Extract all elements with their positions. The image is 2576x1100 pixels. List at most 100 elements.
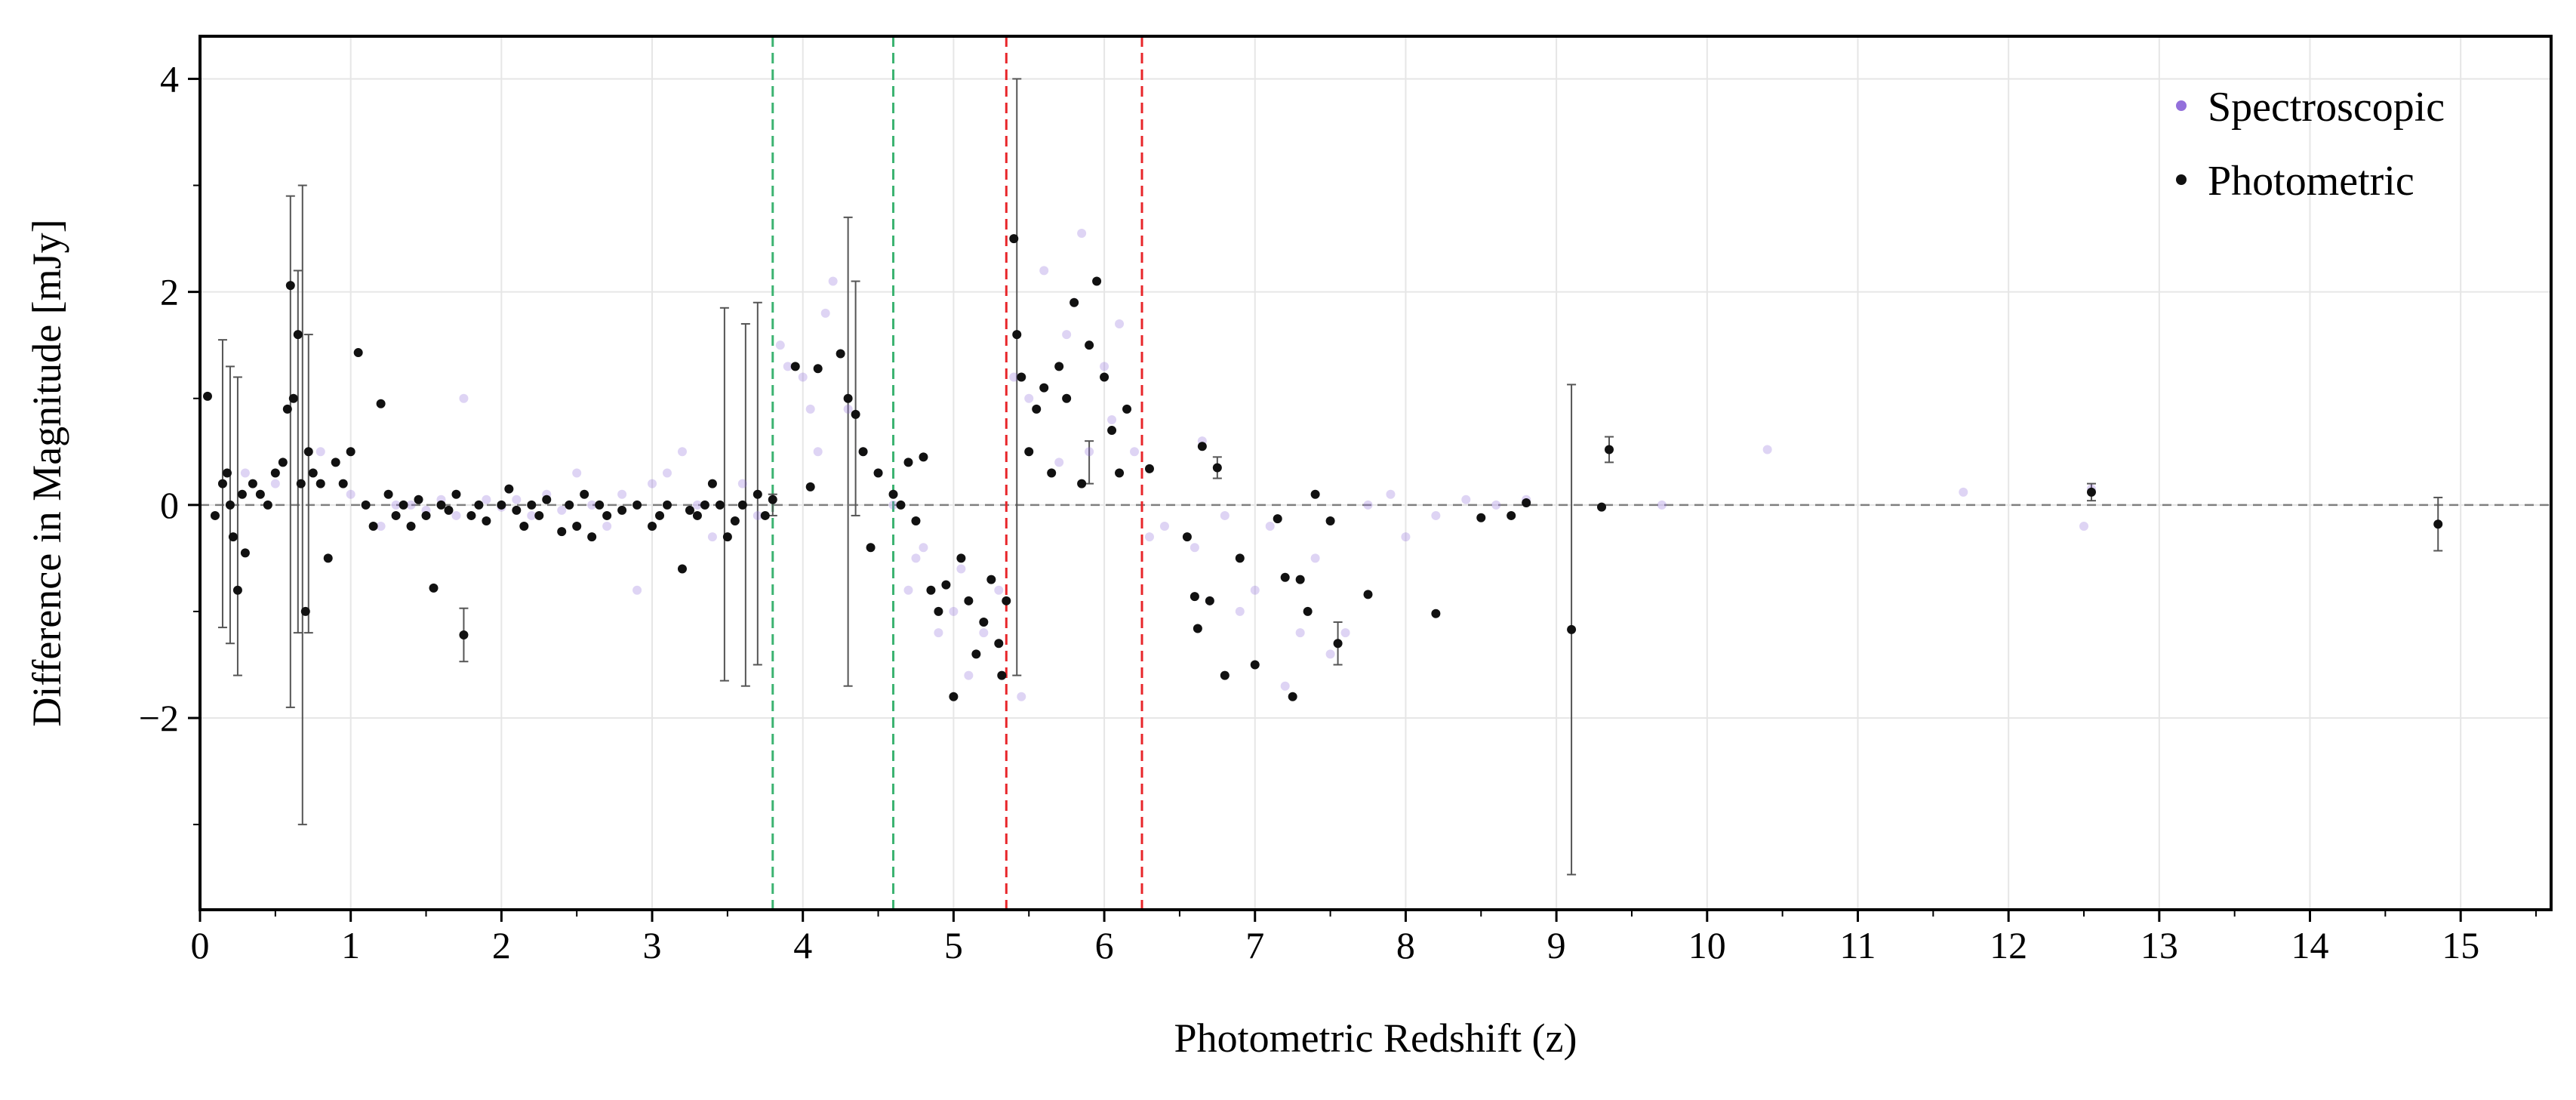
photometric-point xyxy=(903,458,913,467)
photometric-point xyxy=(1507,510,1516,520)
photometric-point xyxy=(406,522,416,532)
spectroscopic-point xyxy=(1431,510,1441,520)
photometric-point xyxy=(368,522,378,532)
photometric-point xyxy=(323,553,333,563)
photometric-point xyxy=(497,500,506,510)
spectroscopic-point xyxy=(813,447,823,457)
photometric-point xyxy=(843,393,853,403)
y-tick-label: 2 xyxy=(160,271,179,313)
legend-marker-photometric xyxy=(2176,174,2187,185)
photometric-point xyxy=(858,447,868,457)
spectroscopic-point xyxy=(911,553,921,563)
photometric-point xyxy=(866,543,876,553)
photometric-point xyxy=(308,468,318,478)
photometric-point xyxy=(217,479,227,488)
photometric-point xyxy=(248,479,257,488)
spectroscopic-point xyxy=(1250,585,1260,595)
photometric-point xyxy=(1012,330,1022,340)
photometric-point xyxy=(700,500,709,510)
spectroscopic-point xyxy=(632,585,642,595)
photometric-point xyxy=(278,458,288,467)
photometric-point xyxy=(768,495,777,504)
photometric-point xyxy=(1325,516,1335,525)
x-tick-label: 14 xyxy=(2291,924,2329,966)
spectroscopic-point xyxy=(240,468,250,478)
photometric-point xyxy=(1205,596,1214,605)
photometric-point xyxy=(534,510,544,520)
photometric-point xyxy=(459,630,469,639)
photometric-point xyxy=(934,606,943,616)
y-tick-label: 4 xyxy=(160,57,179,100)
spectroscopic-point xyxy=(1077,229,1087,239)
spectroscopic-point xyxy=(1054,458,1064,467)
photometric-point xyxy=(888,489,898,499)
photometric-point xyxy=(436,500,446,510)
spectroscopic-point xyxy=(346,489,355,499)
photometric-point xyxy=(346,447,355,457)
photometric-point xyxy=(1115,468,1125,478)
photometric-point xyxy=(595,500,605,510)
photometric-point xyxy=(1069,297,1079,307)
spectroscopic-point xyxy=(677,447,687,457)
photometric-point xyxy=(383,489,393,499)
photometric-point xyxy=(1182,532,1192,542)
spectroscopic-point xyxy=(843,404,853,414)
photometric-point xyxy=(979,618,989,627)
photometric-point xyxy=(466,510,476,520)
spectroscopic-point xyxy=(964,670,974,680)
photometric-point xyxy=(1100,372,1109,382)
x-tick-label: 12 xyxy=(1990,924,2027,966)
spectroscopic-point xyxy=(1235,606,1245,616)
spectroscopic-point xyxy=(663,468,672,478)
photometric-point xyxy=(572,522,582,532)
photometric-point xyxy=(1190,592,1199,602)
photometric-point xyxy=(1107,426,1117,436)
spectroscopic-point xyxy=(648,479,657,488)
photometric-point xyxy=(949,692,959,701)
reference-lines xyxy=(200,36,2551,910)
photometric-point xyxy=(971,649,981,659)
photometric-point xyxy=(444,505,454,515)
spectroscopic-point xyxy=(919,543,928,553)
spectroscopic-point xyxy=(1159,522,1169,532)
photometric-point xyxy=(512,505,522,515)
photometric-point xyxy=(1288,692,1297,701)
photometric-point xyxy=(851,409,860,419)
photometric-point xyxy=(225,500,235,510)
photometric-point xyxy=(288,393,298,403)
photometric-point xyxy=(722,532,732,542)
photometric-point xyxy=(421,510,431,520)
photometric-point xyxy=(1017,372,1026,382)
y-tick-label: −2 xyxy=(139,697,179,739)
spectroscopic-point xyxy=(805,404,815,414)
photometric-point xyxy=(602,510,612,520)
spectroscopic-point xyxy=(376,522,386,532)
photometric-point xyxy=(752,489,762,499)
photometric-point xyxy=(474,500,484,510)
photometric-point xyxy=(632,500,642,510)
photometric-point xyxy=(994,639,1004,649)
photometric-point xyxy=(315,479,325,488)
spectroscopic-point xyxy=(1340,628,1350,638)
x-tick-label: 11 xyxy=(1839,924,1876,966)
spectroscopic-point xyxy=(459,393,469,403)
spectroscopic-point xyxy=(979,628,989,638)
photometric-point xyxy=(836,349,845,359)
spectroscopic-point xyxy=(617,489,627,499)
x-tick-label: 9 xyxy=(1547,924,1566,966)
spectroscopic-point xyxy=(391,500,401,510)
photometric-point xyxy=(648,522,657,532)
spectroscopic-point xyxy=(888,500,898,510)
spectroscopic-point xyxy=(903,585,913,595)
photometric-point xyxy=(1303,606,1313,616)
photometric-point xyxy=(331,458,340,467)
photometric-point xyxy=(202,391,212,401)
legend-label-spectroscopic: Spectroscopic xyxy=(2208,84,2445,131)
photometric-point xyxy=(1077,479,1087,488)
spectroscopic-point xyxy=(1115,319,1125,328)
photometric-point xyxy=(730,516,740,525)
photometric-point xyxy=(210,510,220,520)
spectroscopic-point xyxy=(1190,543,1199,553)
photometric-point xyxy=(1085,340,1094,350)
photometric-point xyxy=(1280,572,1290,582)
